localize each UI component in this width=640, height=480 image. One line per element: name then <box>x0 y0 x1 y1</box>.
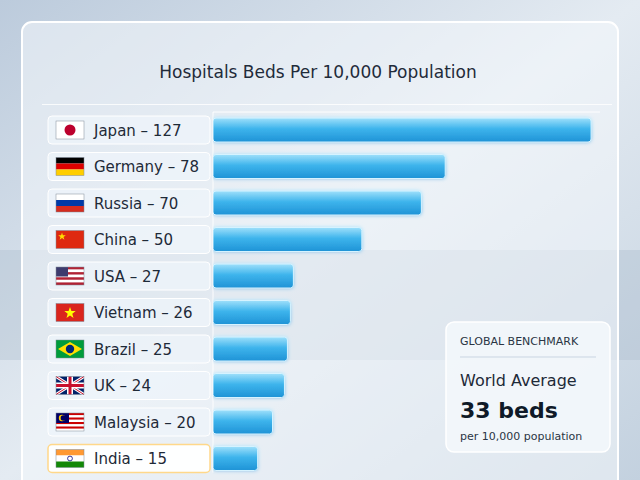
flag-part <box>56 456 84 462</box>
flag-part <box>56 462 84 468</box>
flag-part <box>56 231 84 249</box>
label-box <box>48 335 210 363</box>
flag-part <box>56 340 84 358</box>
title: Hospitals Beds Per 10,000 Population <box>159 62 477 82</box>
chart: Hospitals Beds Per 10,000 Population Japa… <box>0 0 640 480</box>
flag-part <box>56 377 84 395</box>
axis-line <box>213 112 600 113</box>
flag-part <box>56 427 84 429</box>
annotation: GLOBAL BENCHMARK <box>460 335 579 348</box>
flag-part <box>56 377 84 395</box>
category-label: Germany – 78 <box>94 158 199 176</box>
flag-part <box>66 345 74 353</box>
flag-part <box>56 194 84 200</box>
category-label: India – 15 <box>94 450 167 468</box>
flag-part <box>56 377 84 395</box>
flag-part <box>56 304 84 322</box>
flag-part <box>56 429 84 431</box>
flag-star <box>64 307 75 318</box>
flag-part <box>61 415 66 420</box>
glass-panel <box>22 22 618 480</box>
category-label: Japan – 127 <box>93 122 182 140</box>
bar <box>213 337 287 361</box>
category-label: Brazil – 25 <box>94 341 172 359</box>
flag-border <box>56 194 84 212</box>
flag-part <box>68 456 73 461</box>
flag-part <box>59 415 65 421</box>
flag-part <box>56 450 84 456</box>
flag <box>56 450 84 468</box>
flag-part <box>56 158 84 164</box>
flag-part <box>56 200 84 206</box>
flag-border <box>56 121 84 139</box>
category-label: China – 50 <box>94 231 173 249</box>
label-box <box>48 408 210 436</box>
benchmark-divider <box>460 357 596 358</box>
bar <box>213 228 362 252</box>
flag-part <box>56 170 84 176</box>
flag-part <box>58 342 82 356</box>
flag-part <box>56 280 84 283</box>
divider <box>42 104 612 105</box>
flag-border <box>56 450 84 468</box>
flag-star <box>58 233 66 240</box>
label-box <box>48 153 210 181</box>
flag-part <box>65 125 76 136</box>
flag-part <box>56 282 84 285</box>
flag <box>56 267 84 285</box>
flag-part <box>56 384 84 387</box>
label-box <box>48 445 210 473</box>
flag-part <box>56 206 84 212</box>
flag <box>56 194 84 212</box>
label-box <box>48 189 210 217</box>
label-box <box>48 299 210 327</box>
flag-border <box>56 231 84 249</box>
bar <box>213 447 258 471</box>
flag-border <box>56 413 84 431</box>
flag <box>56 304 84 322</box>
flag-border <box>56 267 84 285</box>
flag-border <box>56 158 84 176</box>
annotation: 33 beds <box>460 398 558 423</box>
flag-part <box>56 413 69 423</box>
bars <box>213 118 591 471</box>
bar <box>213 155 445 179</box>
bar <box>213 410 273 434</box>
flag <box>56 231 84 249</box>
flag-part <box>56 267 68 277</box>
category-label: Russia – 70 <box>94 195 178 213</box>
flag-border <box>56 304 84 322</box>
category-label: UK – 24 <box>94 377 151 395</box>
bar <box>213 264 293 288</box>
benchmark-box <box>446 322 610 452</box>
label-box <box>48 226 210 254</box>
bar <box>213 374 284 398</box>
flag-part <box>56 424 84 426</box>
flag-part <box>56 164 84 170</box>
bar <box>213 301 290 325</box>
flag-part <box>56 377 84 395</box>
flag-border <box>56 377 84 395</box>
annotation: per 10,000 population <box>460 430 582 443</box>
label-box <box>48 372 210 400</box>
flag <box>56 377 84 395</box>
flag-part <box>56 277 84 280</box>
flag-part <box>56 121 84 139</box>
category-label: Vietnam – 26 <box>94 304 193 322</box>
flag <box>56 340 84 358</box>
label-box <box>48 262 210 290</box>
category-label: USA – 27 <box>94 268 161 286</box>
bar <box>213 118 591 142</box>
bar <box>213 191 421 215</box>
flag-part <box>56 377 84 395</box>
flag-border <box>56 340 84 358</box>
label-box <box>48 116 210 144</box>
flag <box>56 413 84 431</box>
category-label: Malaysia – 20 <box>94 414 196 432</box>
annotation: World Average <box>460 371 577 390</box>
flag <box>56 158 84 176</box>
flag <box>56 121 84 139</box>
